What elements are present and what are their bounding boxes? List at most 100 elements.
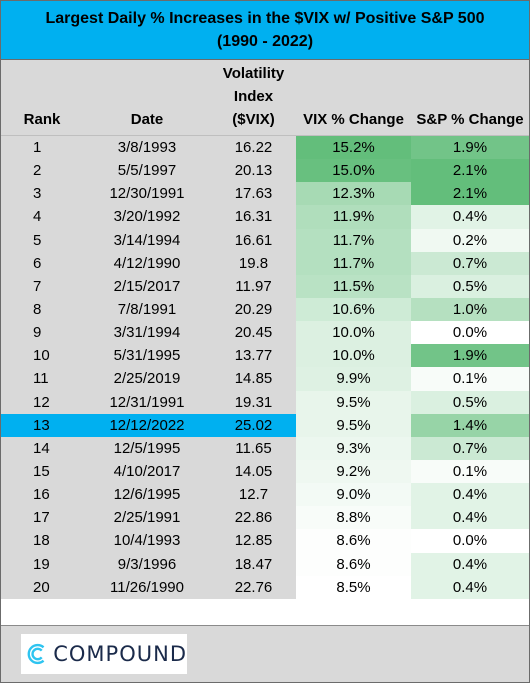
cell-sp-change: 0.0% xyxy=(411,321,529,345)
cell-vix-change: 9.2% xyxy=(296,459,411,484)
header-vix-line1: Volatility xyxy=(222,65,285,82)
cell-vix-change: 11.7% xyxy=(296,251,411,275)
cell-sp-change: 0.4% xyxy=(411,205,529,229)
cell-vix-change: 9.0% xyxy=(296,483,411,507)
cell-rank: 10 xyxy=(33,347,50,365)
table-row: 7 2/15/2017 11.97 11.5% 0.5% xyxy=(1,274,529,298)
cell-sp-change: 1.9% xyxy=(411,136,529,160)
cell-sp-change: 0.4% xyxy=(411,552,529,576)
cell-date: 4/12/1990 xyxy=(113,254,181,272)
cell-date: 5/31/1995 xyxy=(113,347,181,365)
cell-date: 3/14/1994 xyxy=(113,231,181,249)
table-row: 5 3/14/1994 16.61 11.7% 0.2% xyxy=(1,228,529,252)
cell-vix: 20.45 xyxy=(234,324,273,342)
cell-vix-change: 11.7% xyxy=(296,228,411,252)
cell-date: 2/25/1991 xyxy=(113,509,181,527)
table-header: Rank Date Volatility Index ($VIX) VIX % … xyxy=(1,60,529,136)
table-row: 18 10/4/1993 12.85 8.6% 0.0% xyxy=(1,529,529,553)
cell-rank: 19 xyxy=(33,555,50,573)
cell-vix: 19.31 xyxy=(234,393,273,411)
cell-rank: 3 xyxy=(33,185,42,203)
table-row: 2 5/5/1997 20.13 15.0% 2.1% xyxy=(1,159,529,183)
table-row: 14 12/5/1995 11.65 9.3% 0.7% xyxy=(1,436,529,460)
cell-vix-change: 10.6% xyxy=(296,297,411,322)
header-vix-change: VIX % Change xyxy=(303,111,404,128)
table-row: 12 12/31/1991 19.31 9.5% 0.5% xyxy=(1,390,529,414)
cell-rank: 8 xyxy=(33,301,42,319)
cell-vix: 14.85 xyxy=(234,370,273,388)
table-row: 9 3/31/1994 20.45 10.0% 0.0% xyxy=(1,321,529,345)
cell-vix: 16.31 xyxy=(234,208,273,226)
cell-rank: 20 xyxy=(33,578,50,596)
cell-sp-change: 0.1% xyxy=(411,459,529,484)
cell-sp-change: 2.1% xyxy=(411,159,529,183)
compound-c-logo-icon xyxy=(27,643,45,665)
header-vix-line2: Index xyxy=(233,88,274,105)
table-subtitle: (1990 - 2022) xyxy=(216,33,314,50)
table-row: 10 5/31/1995 13.77 10.0% 1.9% xyxy=(1,344,529,368)
cell-rank: 6 xyxy=(33,254,42,272)
table-body: 1 3/8/1993 16.22 15.2% 1.9% 2 5/5/1997 20.13 15.… xyxy=(1,136,529,599)
cell-rank: 9 xyxy=(33,324,42,342)
table-row: 4 3/20/1992 16.31 11.9% 0.4% xyxy=(1,205,529,229)
table-row: 8 7/8/1991 20.29 10.6% 1.0% xyxy=(1,297,529,322)
cell-vix: 12.7 xyxy=(238,486,269,504)
cell-vix: 18.47 xyxy=(234,555,273,573)
cell-rank: 5 xyxy=(33,231,42,249)
cell-sp-change: 0.5% xyxy=(411,274,529,298)
cell-rank: 4 xyxy=(33,208,42,226)
cell-rank: 1 xyxy=(33,139,42,157)
table-title: Largest Daily % Increases in the $VIX w/… xyxy=(45,10,485,27)
cell-date: 3/31/1994 xyxy=(113,324,181,342)
cell-vix: 20.29 xyxy=(234,301,273,319)
cell-vix-change: 11.9% xyxy=(296,205,411,229)
cell-vix-change: 8.6% xyxy=(296,529,411,553)
table-row: 19 9/3/1996 18.47 8.6% 0.4% xyxy=(1,552,529,576)
cell-vix: 25.02 xyxy=(234,416,273,434)
cell-rank: 17 xyxy=(33,509,50,527)
header-vix: Volatility Index ($VIX) xyxy=(211,62,296,131)
cell-sp-change: 0.0% xyxy=(411,529,529,553)
cell-sp-change: 0.2% xyxy=(411,228,529,252)
cell-vix: 16.61 xyxy=(234,231,273,249)
header-sp-change: S&P % Change xyxy=(416,111,524,128)
cell-date: 4/10/2017 xyxy=(113,463,181,481)
cell-sp-change: 0.7% xyxy=(411,436,529,460)
cell-vix: 20.13 xyxy=(234,162,273,180)
cell-rank: 7 xyxy=(33,277,42,295)
cell-vix: 22.76 xyxy=(234,578,273,596)
cell-vix-change: 10.0% xyxy=(296,344,411,368)
cell-date: 9/3/1996 xyxy=(117,555,177,573)
cell-vix-change: 11.5% xyxy=(296,274,411,298)
cell-date: 11/26/1990 xyxy=(110,578,184,596)
table-row: 15 4/10/2017 14.05 9.2% 0.1% xyxy=(1,459,529,484)
cell-vix-change: 9.3% xyxy=(296,436,411,460)
cell-vix: 19.8 xyxy=(238,254,269,272)
header-date: Date xyxy=(130,111,164,128)
cell-date: 7/8/1991 xyxy=(117,301,177,319)
cell-rank: 12 xyxy=(33,393,50,411)
cell-date: 12/6/1995 xyxy=(113,486,181,504)
cell-sp-change: 1.4% xyxy=(411,413,529,437)
cell-sp-change: 0.4% xyxy=(411,483,529,507)
cell-date: 5/5/1997 xyxy=(117,162,177,180)
table-row: 16 12/6/1995 12.7 9.0% 0.4% xyxy=(1,483,529,507)
cell-vix-change: 9.5% xyxy=(296,413,411,437)
table-row: 1 3/8/1993 16.22 15.2% 1.9% xyxy=(1,136,529,160)
cell-date: 12/12/2022 xyxy=(109,416,185,434)
cell-sp-change: 0.7% xyxy=(411,251,529,275)
cell-rank: 2 xyxy=(33,162,42,180)
header-vix-line3: ($VIX) xyxy=(232,111,275,128)
cell-sp-change: 0.5% xyxy=(411,390,529,414)
cell-date: 3/8/1993 xyxy=(117,139,177,157)
footer: COMPOUND xyxy=(1,625,529,682)
cell-vix-change: 10.0% xyxy=(296,321,411,345)
table-row: 20 11/26/1990 22.76 8.5% 0.4% xyxy=(1,575,529,599)
cell-vix: 16.22 xyxy=(234,139,273,157)
table-row: 17 2/25/1991 22.86 8.8% 0.4% xyxy=(1,506,529,530)
cell-vix: 14.05 xyxy=(234,463,273,481)
title-bar: Largest Daily % Increases in the $VIX w/… xyxy=(1,1,529,60)
cell-sp-change: 2.1% xyxy=(411,182,529,206)
cell-vix: 22.86 xyxy=(234,509,273,527)
cell-vix-change: 12.3% xyxy=(296,182,411,206)
